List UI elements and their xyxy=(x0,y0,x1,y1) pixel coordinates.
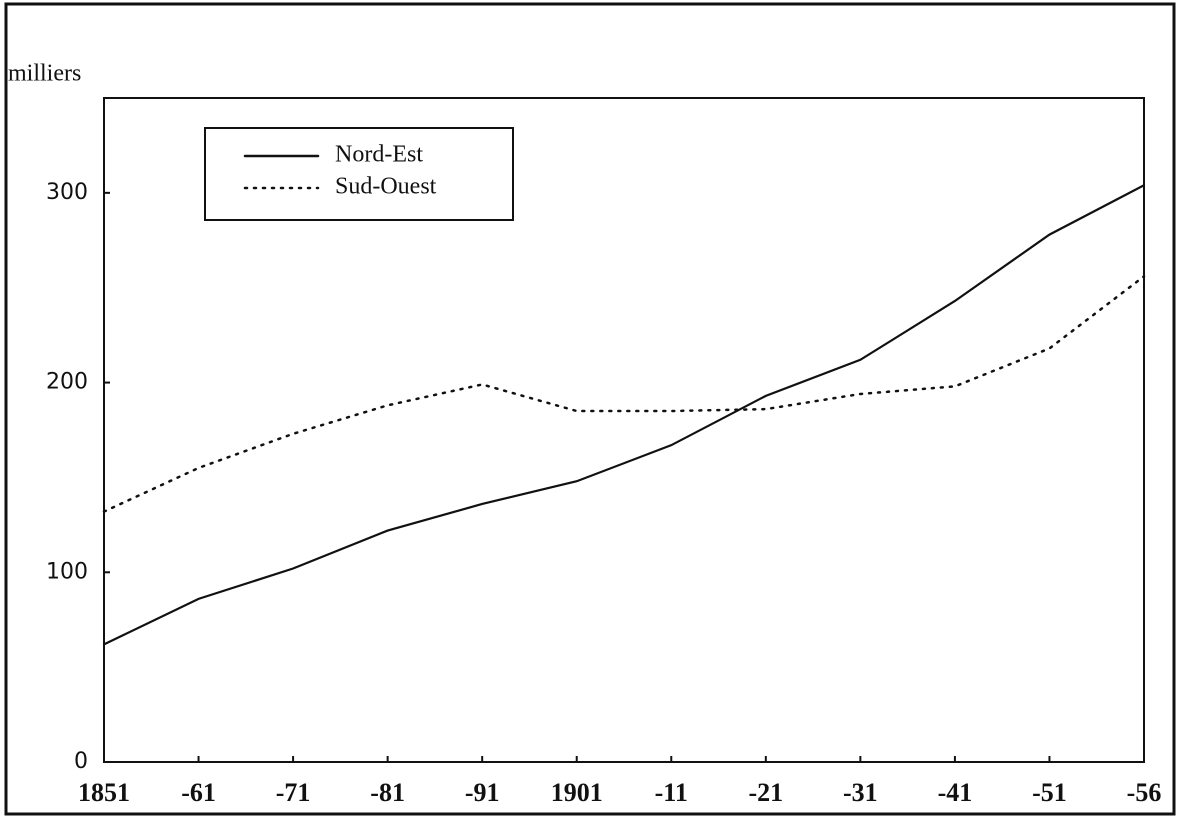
y-tick-label: 100 xyxy=(46,559,88,584)
y-tick-label: 0 xyxy=(74,749,88,774)
x-tick-label: -21 xyxy=(748,778,783,807)
x-tick-label: -51 xyxy=(1032,778,1067,807)
x-tick-label: -31 xyxy=(843,778,878,807)
x-tick-label: -61 xyxy=(181,778,216,807)
legend-label: Sud-Ouest xyxy=(335,174,437,200)
y-tick-label: 200 xyxy=(46,370,88,395)
line-series xyxy=(102,275,1146,513)
x-tick-label: 1901 xyxy=(551,778,603,807)
x-tick-label: -91 xyxy=(465,778,500,807)
x-tick-label: -11 xyxy=(655,778,688,807)
line-series xyxy=(102,184,1146,646)
legend-box xyxy=(204,127,514,221)
x-tick-label: -81 xyxy=(370,778,405,807)
legend xyxy=(204,127,514,221)
y-tick-label: 300 xyxy=(46,180,88,205)
frame xyxy=(4,2,1176,816)
x-tick-label: -56 xyxy=(1127,778,1162,807)
x-tick-label: -41 xyxy=(938,778,973,807)
x-tick-label: 1851 xyxy=(78,778,130,807)
legend-label: Nord-Est xyxy=(335,142,423,168)
x-tick-label: -71 xyxy=(276,778,311,807)
y-axis-label: milliers xyxy=(8,61,81,87)
plot-area xyxy=(103,97,1145,763)
